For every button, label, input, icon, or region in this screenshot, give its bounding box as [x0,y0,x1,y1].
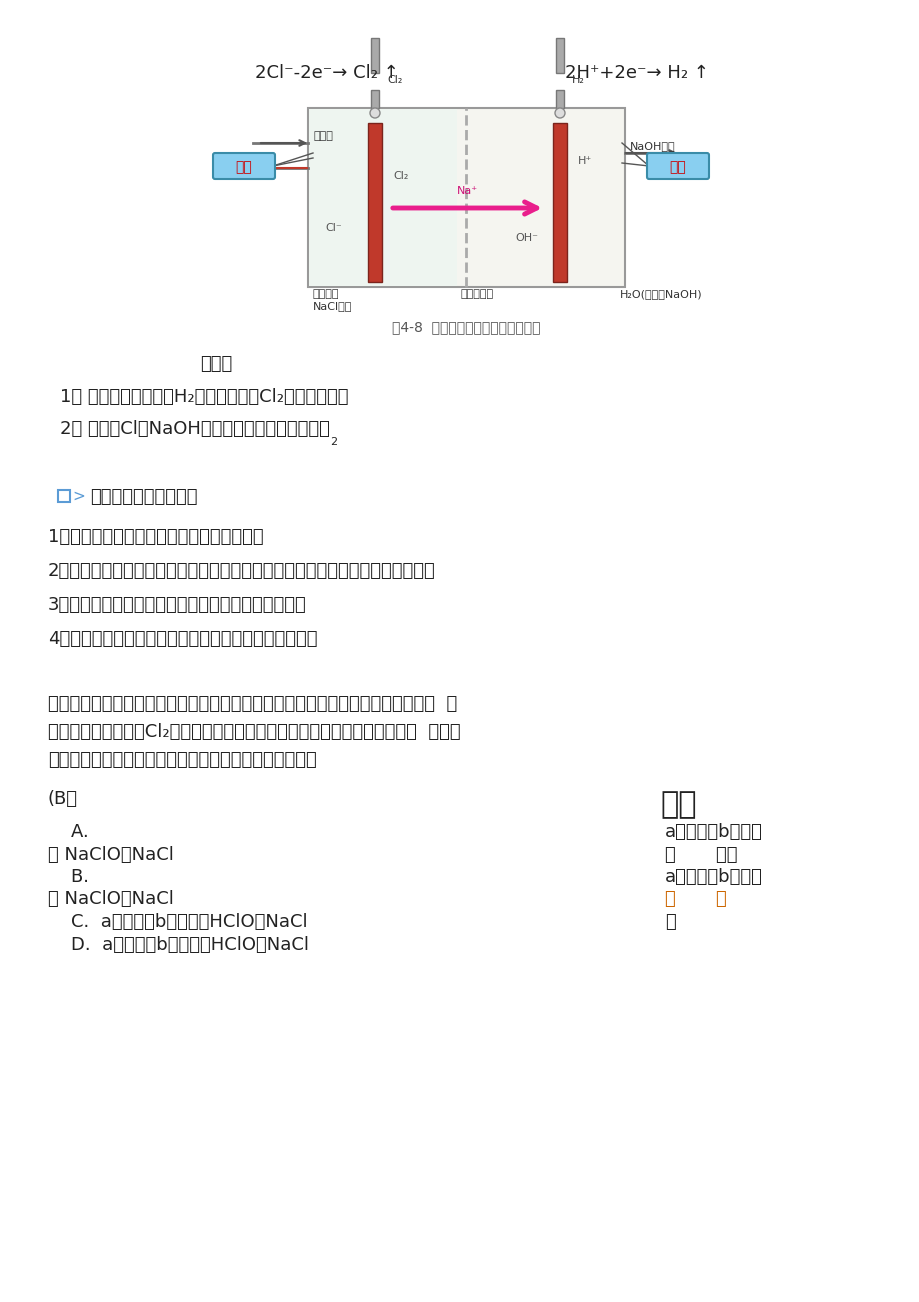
Text: 甲: 甲 [664,913,675,931]
Text: 淡盐水: 淡盐水 [313,132,334,141]
Text: 精制饱和
NaCl溶液: 精制饱和 NaCl溶液 [312,289,352,311]
Text: 一卷: 一卷 [659,790,696,819]
Text: 阴极: 阴极 [669,160,686,174]
Bar [309,109,457,286]
Text: 2Cl⁻-2e⁻→ Cl₂ ↑: 2Cl⁻-2e⁻→ Cl₂ ↑ [255,64,399,82]
FancyBboxPatch shape [308,108,624,286]
Text: 1、生产主要原料食盐，应建在海岸的附近处: 1、生产主要原料食盐，应建在海岸的附近处 [48,529,264,546]
Text: NaOH溶液: NaOH溶液 [630,141,675,151]
Bar [552,122,566,283]
Text: 氯碱厂选址与经济效益: 氯碱厂选址与经济效益 [90,488,198,506]
Circle shape [369,108,380,118]
Bar [370,38,379,73]
Bar [368,122,381,283]
Text: 2、 能避免Cl和NaOH溶液作用而影响烧碌的质量: 2、 能避免Cl和NaOH溶液作用而影响烧碌的质量 [60,421,330,437]
Bar [555,90,563,108]
Text: 2H⁺+2e⁻→ H₂ ↑: 2H⁺+2e⁻→ H₂ ↑ [564,64,709,82]
Text: 图4-8  离子交换膜法电解原理示意图: 图4-8 离子交换膜法电解原理示意图 [391,320,539,335]
Text: 溶液。通电时，为使Cl₂被完全吸收制得有较强杀菌能力的消毒液，设计了如  图的装: 溶液。通电时，为使Cl₂被完全吸收制得有较强杀菌能力的消毒液，设计了如 图的装 [48,723,460,741]
Text: 离子交换膜: 离子交换膜 [460,289,494,299]
Text: ； NaClO和NaCl: ； NaClO和NaCl [48,846,174,865]
Text: 置，则对电源电极名称和消毒液的主要成分判断正确的是: 置，则对电源电极名称和消毒液的主要成分判断正确的是 [48,751,316,769]
Circle shape [554,108,564,118]
Text: H₂: H₂ [572,76,584,85]
Text: Cl₂: Cl₂ [387,76,402,85]
Text: 优点：: 优点： [199,355,232,372]
Text: Cl⁻: Cl⁻ [324,223,341,233]
Text: H₂O(含少量NaOH): H₂O(含少量NaOH) [619,289,702,299]
Text: C.  a为阳极，b为阴极；HClO和NaCl: C. a为阳极，b为阴极；HClO和NaCl [48,913,307,931]
Text: (B）: (B） [48,790,78,809]
FancyBboxPatch shape [646,154,709,178]
Text: OH⁻: OH⁻ [515,233,538,243]
Bar [370,90,379,108]
Text: 【例】某学生想制作一种家用环保型消毒液发生器，用石墨作电极电解饱和和氯化  驺: 【例】某学生想制作一种家用环保型消毒液发生器，用石墨作电极电解饱和和氯化 驺 [48,695,457,713]
Bar [555,38,563,73]
Text: Cl₂: Cl₂ [392,171,408,181]
Text: 1、 能防止阴极产生的H₂和阳极产生的Cl₂相混合而爆炸: 1、 能防止阴极产生的H₂和阳极产生的Cl₂相混合而爆炸 [60,388,348,406]
Text: >: > [72,490,85,504]
Bar [58,490,70,503]
Text: 2、生产的产品主要是烧碌、氯气和氢气，应建在使用这些产品的工厂较近的地方: 2、生产的产品主要是烧碌、氯气和氢气，应建在使用这些产品的工厂较近的地方 [48,562,436,579]
Text: B.: B. [48,868,89,885]
Text: 点       一二: 点 一二 [664,846,737,865]
Text: 甲       云: 甲 云 [664,891,726,907]
Text: Na⁺: Na⁺ [456,186,477,197]
Text: 3、氢气易燃易爆，氯气有毒，应建在人口稀疏的地方: 3、氢气易燃易爆，氯气有毒，应建在人口稀疏的地方 [48,596,306,615]
Text: 4、生产要消耗大量的电能，应建在电力供应充足的地方: 4、生产要消耗大量的电能，应建在电力供应充足的地方 [48,630,317,648]
Text: 阳极: 阳极 [235,160,252,174]
Text: H⁺: H⁺ [577,156,592,165]
Text: a为负极，b为正极: a为负极，b为正极 [664,868,762,885]
Text: D.  a为阴极，b为阳极；HClO和NaCl: D. a为阴极，b为阳极；HClO和NaCl [48,936,309,954]
FancyBboxPatch shape [213,154,275,178]
Text: a为正极，b为负极: a为正极，b为负极 [664,823,762,841]
Text: A.: A. [48,823,88,841]
Text: 2: 2 [330,437,336,447]
Text: ； NaClO和NaCl: ； NaClO和NaCl [48,891,174,907]
